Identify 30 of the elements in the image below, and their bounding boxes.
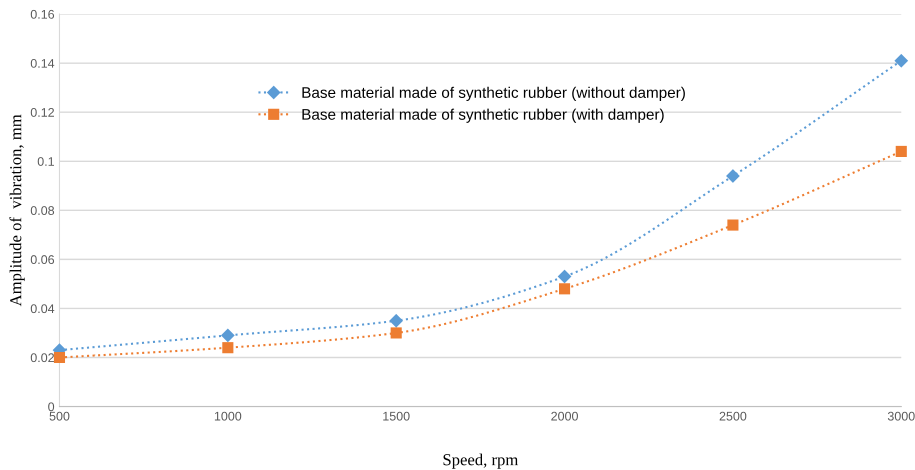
y-tick-label: 0.12 [30,108,54,117]
legend-label: Base material made of synthetic rubber (without damper) [302,86,685,101]
y-tick-label: 0 [48,402,54,412]
x-axis-title: Speed, rpm [444,454,518,469]
point [559,283,570,294]
x-tick-label: 1000 [214,412,242,421]
x-tick-label: 2000 [551,412,578,421]
y-tick-label: 0.04 [30,304,54,314]
point [727,219,738,231]
y-tick-label: 0.06 [30,255,54,264]
x-tick-label: 1500 [383,412,410,421]
y-tick-label: 0.1 [38,157,54,166]
point [390,314,403,328]
point [222,342,234,354]
point [221,328,234,342]
point [894,54,908,68]
y-axis-title: Amplitude of vibration, mm [9,114,25,306]
x-tick-label: 500 [50,412,70,421]
legend-label: Base material made of synthetic rubber (with damper) [302,108,664,123]
y-tick-label: 0.14 [30,58,54,68]
point [390,327,402,339]
point [54,352,66,364]
x-tick-label: 3000 [888,412,915,421]
point [558,270,572,284]
x-tick-label: 2500 [720,412,746,421]
point [726,169,740,183]
y-tick-label: 0.02 [30,353,54,362]
point [896,146,907,158]
y-tick-label: 0.08 [30,206,54,215]
y-tick-label: 0.16 [30,10,54,19]
